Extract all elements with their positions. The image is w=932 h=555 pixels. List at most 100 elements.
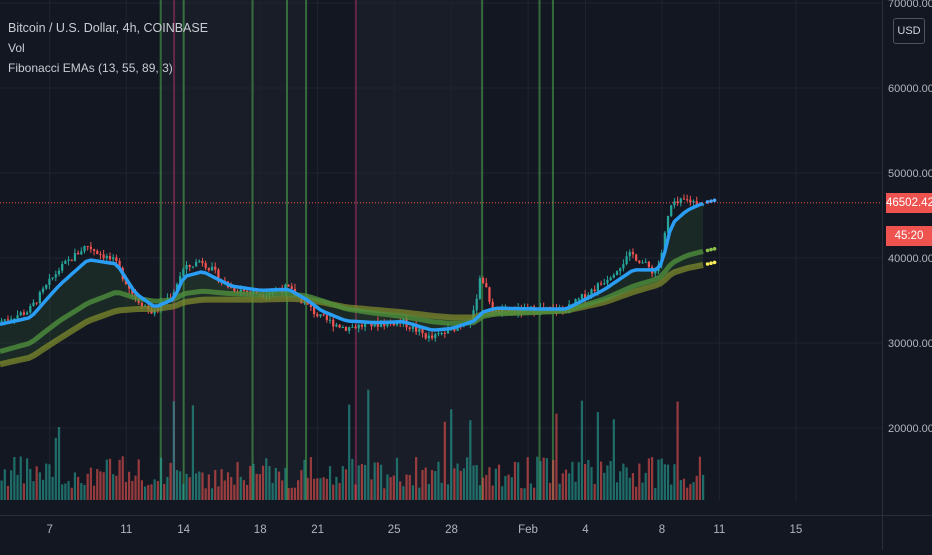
volume-indicator-label[interactable]: Vol xyxy=(8,41,25,55)
candle-body xyxy=(392,322,395,326)
candle-body xyxy=(430,335,434,339)
candle-body xyxy=(312,307,316,315)
candle-body xyxy=(287,284,290,287)
volume-bar xyxy=(204,488,207,500)
candle-body xyxy=(666,215,670,233)
candle-body xyxy=(290,286,293,289)
candle-body xyxy=(357,324,360,329)
volume-bar xyxy=(16,474,19,500)
time-axis-label: 11 xyxy=(120,524,132,536)
volume-bar xyxy=(201,472,204,500)
volume-bar xyxy=(112,474,115,500)
candle-body xyxy=(80,251,83,255)
candle-body xyxy=(105,255,108,259)
candle-body xyxy=(61,263,64,271)
volume-bar xyxy=(571,461,574,500)
volume-bar xyxy=(357,465,360,500)
volume-bar xyxy=(54,437,57,500)
volume-bar xyxy=(118,459,121,500)
candle-body xyxy=(185,264,188,270)
volume-bar xyxy=(587,459,590,500)
volume-bar xyxy=(255,473,258,500)
volume-bar xyxy=(552,459,555,500)
candle-body xyxy=(481,278,485,284)
candle-body xyxy=(89,246,92,250)
candle-body xyxy=(360,324,364,327)
candle-body xyxy=(574,299,577,305)
candle-body xyxy=(306,301,309,305)
currency-button[interactable]: USD xyxy=(893,18,925,44)
volume-bar xyxy=(153,479,156,500)
volume-bar xyxy=(92,485,96,500)
volume-bar xyxy=(574,481,577,500)
candle-body xyxy=(625,256,628,265)
candle-body xyxy=(57,270,61,275)
volume-bar xyxy=(596,412,600,500)
volume-bar xyxy=(179,471,182,500)
candle-body xyxy=(319,314,322,317)
volume-bar xyxy=(265,458,268,500)
volume-bar xyxy=(564,469,568,500)
chart-legend: Bitcoin / U.S. Dollar, 4h, COINBASE Vol … xyxy=(8,18,208,78)
candle-body xyxy=(491,301,494,312)
volume-bar xyxy=(249,465,252,500)
volume-bar xyxy=(376,462,379,500)
candle-body xyxy=(443,332,446,334)
candle-body xyxy=(198,260,201,262)
ema-projection-dot xyxy=(705,262,710,266)
price-axis-label: 70000.00 xyxy=(888,0,932,10)
volume-bar xyxy=(297,480,300,500)
volume-bar xyxy=(386,474,389,500)
time-axis-label: 21 xyxy=(311,524,324,536)
volume-bar xyxy=(459,470,462,500)
candle-body xyxy=(641,262,644,264)
volume-bar xyxy=(507,474,510,500)
volume-bar xyxy=(312,478,316,500)
volume-bar xyxy=(335,476,338,500)
candle-body xyxy=(590,289,593,295)
volume-bar xyxy=(673,464,676,500)
volume-bar xyxy=(175,470,179,500)
candle-body xyxy=(596,283,600,292)
volume-bar xyxy=(284,467,287,500)
volume-bar xyxy=(131,480,134,500)
volume-bar xyxy=(274,467,277,500)
volume-bar xyxy=(670,484,673,500)
volume-bar xyxy=(344,469,348,500)
candle-body xyxy=(70,259,73,261)
volume-bar xyxy=(593,484,596,500)
volume-bar xyxy=(61,484,64,500)
volume-bar xyxy=(220,469,223,500)
candle-body xyxy=(108,255,112,260)
volume-bar xyxy=(3,469,6,500)
fibonacci-emas-indicator-label[interactable]: Fibonacci EMAs (13, 55, 89, 3) xyxy=(8,61,173,75)
volume-bar xyxy=(236,461,239,500)
volume-bar xyxy=(644,472,647,500)
candle-body xyxy=(478,278,482,299)
candle-body xyxy=(673,201,676,206)
volume-bar xyxy=(191,405,195,500)
candle-body xyxy=(421,328,424,334)
volume-bar xyxy=(383,488,386,500)
volume-bar xyxy=(469,420,472,500)
volume-bar xyxy=(210,488,214,500)
volume-bar xyxy=(140,480,144,500)
volume-bar xyxy=(660,458,663,500)
volume-bar xyxy=(230,476,233,500)
candle-body xyxy=(325,315,328,320)
volume-bar xyxy=(421,469,424,500)
volume-bar xyxy=(246,484,249,500)
symbol-title[interactable]: Bitcoin / U.S. Dollar, 4h, COINBASE xyxy=(8,21,209,35)
candle-body xyxy=(96,250,99,255)
volume-bar xyxy=(6,485,10,500)
candle-body xyxy=(179,276,182,285)
volume-bar xyxy=(622,463,625,500)
volume-bar xyxy=(185,473,188,500)
candle-body xyxy=(115,257,118,261)
volume-bar xyxy=(462,468,466,500)
volume-bar xyxy=(663,464,666,500)
volume-bar xyxy=(430,470,434,500)
candle-body xyxy=(670,205,673,216)
